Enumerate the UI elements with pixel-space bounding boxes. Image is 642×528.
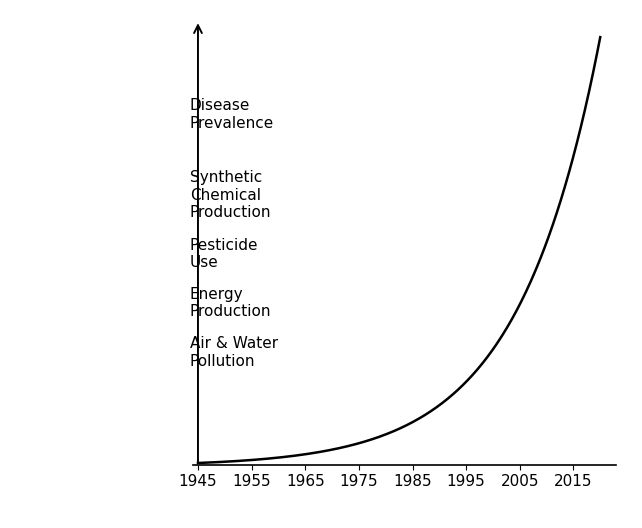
Text: Energy
Production: Energy Production [190, 287, 272, 319]
Text: Synthetic
Chemical
Production: Synthetic Chemical Production [190, 171, 272, 220]
Text: Pesticide
Use: Pesticide Use [190, 238, 259, 270]
Text: Disease
Prevalence: Disease Prevalence [190, 98, 274, 131]
Text: Air & Water
Pollution: Air & Water Pollution [190, 336, 278, 369]
